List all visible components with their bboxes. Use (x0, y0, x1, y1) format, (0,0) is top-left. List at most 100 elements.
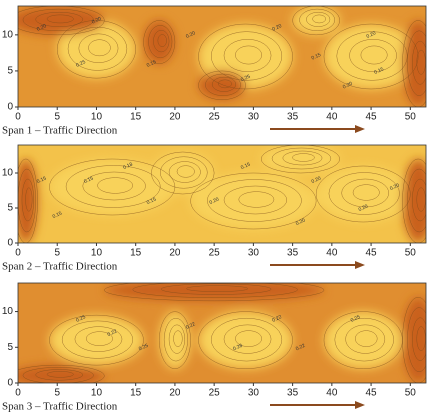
contour-line (402, 158, 426, 243)
contour-line (88, 39, 111, 57)
x-tick-label: 10 (91, 388, 103, 399)
contour-label: 0.15 (373, 66, 385, 76)
contour-line (82, 171, 146, 201)
contour-line (168, 161, 201, 183)
x-tick-label: 15 (130, 388, 142, 399)
contour-line (25, 187, 33, 212)
contour-line (328, 172, 400, 215)
contour-fill (18, 159, 38, 243)
contour-label: 0.25 (75, 314, 87, 324)
contour-label: 0.20 (91, 16, 103, 26)
contour-line (153, 30, 170, 53)
contour-line (104, 283, 325, 302)
x-tick-label: 0 (15, 248, 21, 259)
contour-line (198, 311, 293, 369)
contour-line (186, 285, 249, 292)
contour-plot: 0.25 0.22 0.25 0.22 0.28 0.22 0.22 0.25 0 5 10 15 20… (2, 282, 427, 413)
contour-line (336, 31, 408, 81)
contour-line (416, 326, 426, 351)
contour-line (22, 367, 94, 383)
contour-line (282, 150, 323, 166)
y-tick-label: 5 (7, 66, 13, 77)
x-tick-label: 5 (54, 112, 60, 123)
contour-fill (402, 159, 426, 243)
contour-area: 0.20 0.25 0.20 0.15 0.20 0.25 0.20 0.15 0.20 0.15… (18, 6, 426, 107)
contour-area: 0.15 0.15 0.15 0.18 0.15 0.20 0.15 0.20 0.20 0.20… (18, 145, 426, 243)
contour-fill (316, 166, 411, 222)
contour-line (407, 168, 426, 233)
contour-label: 0.18 (122, 161, 134, 171)
contour-line (18, 6, 105, 36)
contour-label: 0.25 (75, 59, 87, 69)
contour-line (168, 324, 186, 354)
fills (18, 145, 426, 243)
contour-line (223, 39, 272, 72)
contour-label: 0.15 (146, 196, 158, 206)
contour-label: 0.25 (138, 343, 150, 353)
contour-fill (402, 297, 426, 383)
contour-line (86, 331, 113, 346)
x-tick-label: 20 (169, 388, 181, 399)
contour-line (173, 330, 183, 347)
contour-line (407, 30, 426, 96)
y-tick-label: 10 (2, 306, 14, 317)
plot-frame (17, 144, 427, 244)
contour-line (18, 364, 105, 383)
contour-line (61, 320, 134, 359)
y-tick-label: 5 (7, 342, 13, 353)
contour-line (223, 324, 272, 354)
contour-line (412, 317, 426, 361)
contour-fill (49, 315, 144, 366)
contour-label: 0.22 (107, 328, 119, 338)
contour-line (312, 14, 326, 24)
x-tick-label: 10 (91, 248, 103, 259)
contour-line (412, 178, 426, 222)
contour-line (334, 317, 394, 362)
contour-line (352, 184, 380, 201)
x-tick-label: 0 (15, 388, 21, 399)
x-tick-label: 45 (366, 248, 378, 259)
contour-label: 0.25 (240, 74, 252, 84)
y-tick-label: 5 (7, 203, 13, 214)
contour-line (292, 6, 340, 36)
x-tick-label: 5 (54, 388, 60, 399)
contour-fill (49, 159, 175, 215)
x-tick-label: 25 (209, 248, 221, 259)
x-tick-label: 20 (169, 112, 181, 123)
x-tick-label: 15 (130, 112, 142, 123)
x-tick-label: 0 (15, 112, 21, 123)
contour-line (292, 153, 315, 162)
contour-plot: 0.15 0.15 0.15 0.18 0.15 0.20 0.15 0.20 0.20 0.20… (2, 144, 427, 273)
plot-frame (17, 5, 427, 108)
contour-area: 0.25 0.22 0.25 0.22 0.28 0.22 0.22 0.25 (18, 283, 426, 383)
contour-line (407, 307, 426, 373)
contour-line (190, 172, 317, 230)
contour-fill (324, 24, 419, 89)
x-tick-label: 30 (248, 248, 260, 259)
contour-line (46, 14, 74, 24)
contour-line (210, 31, 283, 81)
x-tick-label: 5 (54, 248, 60, 259)
x-axis-caption: Span 3 – Traffic Direction (2, 401, 118, 413)
contour-label: 0.20 (389, 182, 401, 192)
contour-line (210, 317, 283, 362)
contour-label: 0.15 (240, 161, 252, 171)
contour-label: 0.20 (36, 23, 48, 33)
contour-line (315, 165, 411, 223)
contour-line (143, 20, 176, 64)
contour-line (260, 145, 340, 174)
contour-fill (190, 173, 317, 229)
contour-line (306, 11, 331, 27)
contour-plot: 0.20 0.25 0.20 0.15 0.20 0.25 0.20 0.15 0.20 0.15… (2, 5, 427, 137)
contour-label: 0.15 (311, 52, 323, 62)
y-tick-label: 0 (7, 102, 13, 113)
contour-label: 0.22 (295, 343, 307, 353)
contour-line (74, 326, 123, 352)
contour-line (49, 314, 144, 366)
plot-frame (17, 282, 427, 384)
direction-arrowhead (355, 261, 365, 269)
contour-line (354, 330, 378, 347)
direction-arrowhead (355, 401, 365, 409)
x-tick-label: 15 (130, 248, 142, 259)
contour-line (21, 178, 34, 222)
